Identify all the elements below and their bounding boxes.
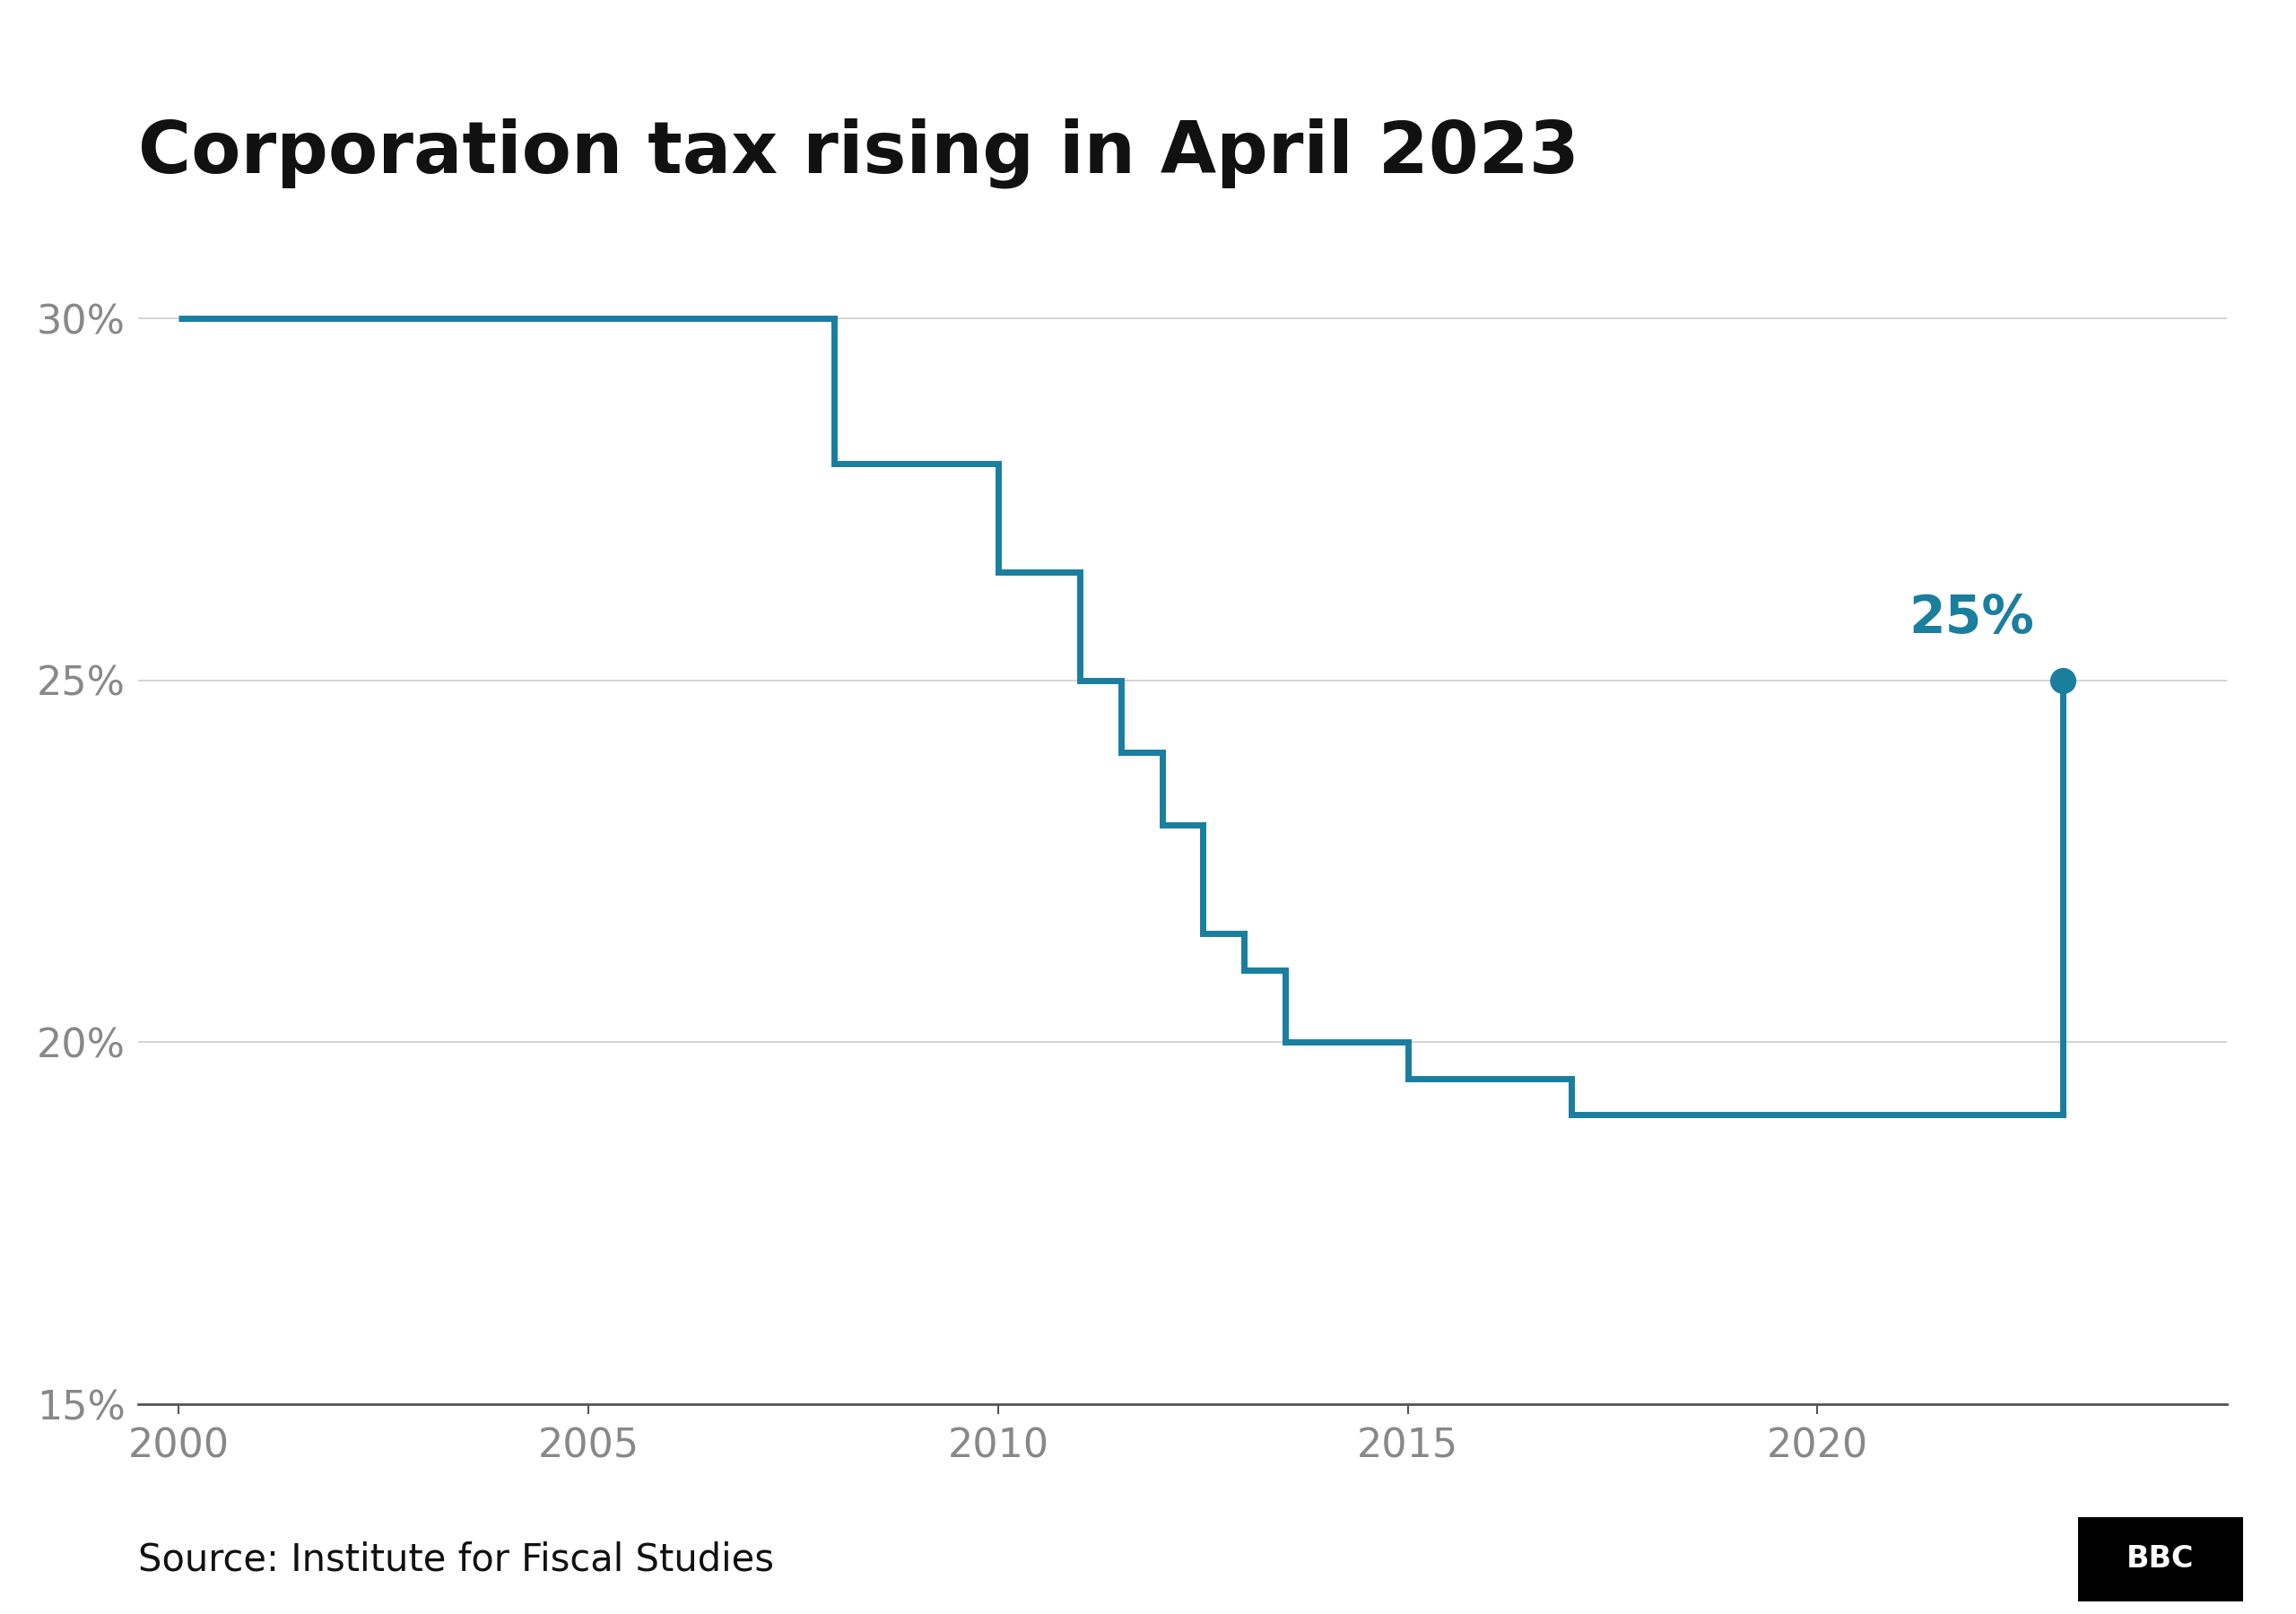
Text: Source: Institute for Fiscal Studies: Source: Institute for Fiscal Studies [138,1541,774,1578]
Text: BBC: BBC [2126,1545,2195,1574]
Text: Corporation tax rising in April 2023: Corporation tax rising in April 2023 [138,118,1580,189]
Text: 25%: 25% [1908,592,2034,644]
